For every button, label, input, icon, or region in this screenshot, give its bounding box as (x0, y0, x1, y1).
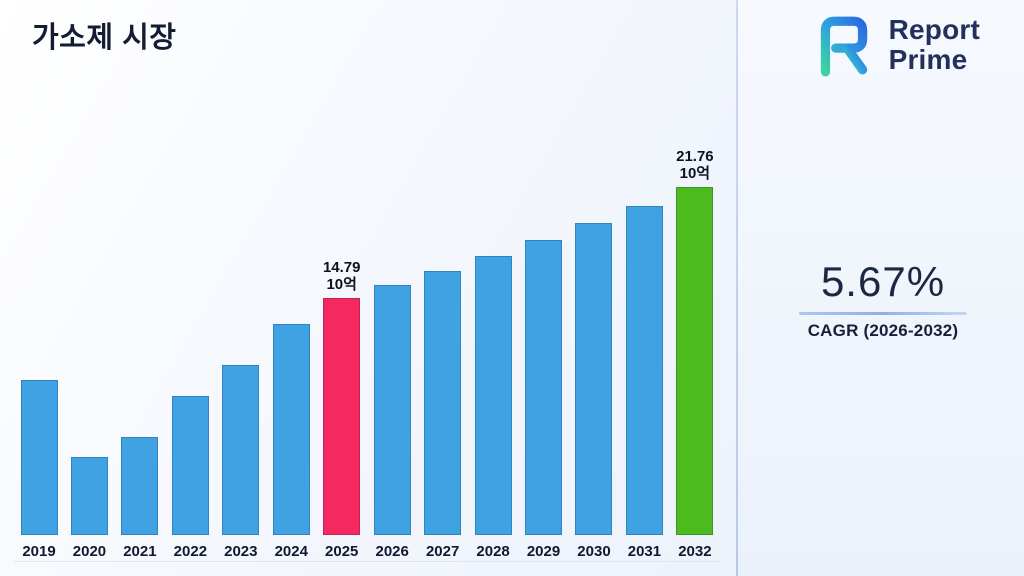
bar-2031 (625, 206, 663, 535)
cagr-value: 5.67% (820, 258, 946, 305)
bar-slot-2027: 2027 (418, 132, 468, 561)
bar-slot-2021: 2021 (115, 132, 165, 561)
bar-2020 (70, 457, 108, 535)
x-axis-label-2028: 2028 (476, 543, 510, 560)
logo-text-line2: Prime (888, 44, 968, 75)
bar-slot-2025: 14.79 10억 2025 (317, 132, 367, 561)
bar-2029 (525, 240, 563, 535)
bar-value-label-line: 10억 (679, 164, 711, 182)
cagr-block: 5.67% CAGR (2026-2032) (760, 258, 1006, 341)
page-title: 가소제 시장 (32, 22, 177, 54)
bar-slot-2019: 2019 (14, 132, 64, 561)
bar-value-label-line: 14.79 (322, 258, 361, 276)
x-axis-label-2021: 2021 (123, 543, 157, 560)
x-axis-label-2027: 2027 (425, 543, 460, 560)
bar-2027 (424, 271, 462, 535)
bar-2028 (474, 256, 512, 535)
bar-slot-2032: 21.76 10억 2032 (670, 132, 720, 561)
x-axis-label-2019: 2019 (22, 543, 56, 560)
x-axis-label-2026: 2026 (375, 543, 409, 560)
bar-chart: 2019 2020 2021 2022 2023 2024 14.79 10억 2025 2026… (14, 132, 720, 562)
x-axis-label-2022: 2022 (173, 543, 208, 560)
bar-2030 (575, 223, 613, 535)
bar-value-label-line: 21.76 (676, 147, 714, 165)
bar-slot-2028: 2028 (468, 132, 518, 561)
x-axis-label-2031: 2031 (627, 543, 662, 560)
report-prime-logo: Report Prime (811, 12, 980, 78)
bar-value-label-2032: 21.76 10억 (676, 148, 714, 183)
x-axis-label-2020: 2020 (72, 543, 107, 560)
x-axis-label-2029: 2029 (526, 543, 561, 560)
bar-slot-2022: 2022 (165, 132, 215, 561)
x-axis-label-2023: 2023 (224, 543, 258, 560)
cagr-label: CAGR (2026-2032) (807, 321, 959, 340)
report-prime-logo-text: Report Prime (888, 13, 980, 75)
x-axis-label-2024: 2024 (274, 543, 308, 560)
bar-slot-2023: 2023 (216, 132, 266, 561)
x-axis-label-2032: 2032 (678, 543, 712, 560)
report-prime-logo-icon (820, 16, 867, 77)
bar-value-label-line: 10억 (326, 275, 357, 293)
bar-slot-2026: 2026 (367, 132, 417, 561)
bar-slot-2020: 2020 (64, 132, 114, 561)
x-axis-label-2030: 2030 (577, 543, 611, 560)
bar-2022 (171, 396, 209, 535)
bar-slot-2030: 2030 (569, 132, 619, 561)
right-panel (738, 0, 1024, 576)
cagr-underline (799, 312, 967, 315)
logo-text-line1: Report (888, 13, 980, 45)
bar-slot-2031: 2031 (619, 132, 669, 561)
bar-2019 (20, 380, 58, 535)
bar-slot-2029: 2029 (519, 132, 569, 561)
bar-2024 (272, 324, 310, 535)
x-axis-label-2025: 2025 (325, 543, 359, 560)
bar-value-label-2025: 14.79 10억 (323, 259, 361, 294)
bar-chart-plot-area: 2019 2020 2021 2022 2023 2024 14.79 10억 2025 2026… (14, 132, 720, 562)
panel-divider (736, 0, 738, 576)
bar-slot-2024: 2024 (266, 132, 316, 561)
bar-2025 (323, 298, 361, 535)
bar-2023 (222, 365, 260, 535)
bar-2032 (676, 187, 714, 535)
bar-2026 (373, 285, 411, 535)
bar-2021 (121, 437, 159, 535)
